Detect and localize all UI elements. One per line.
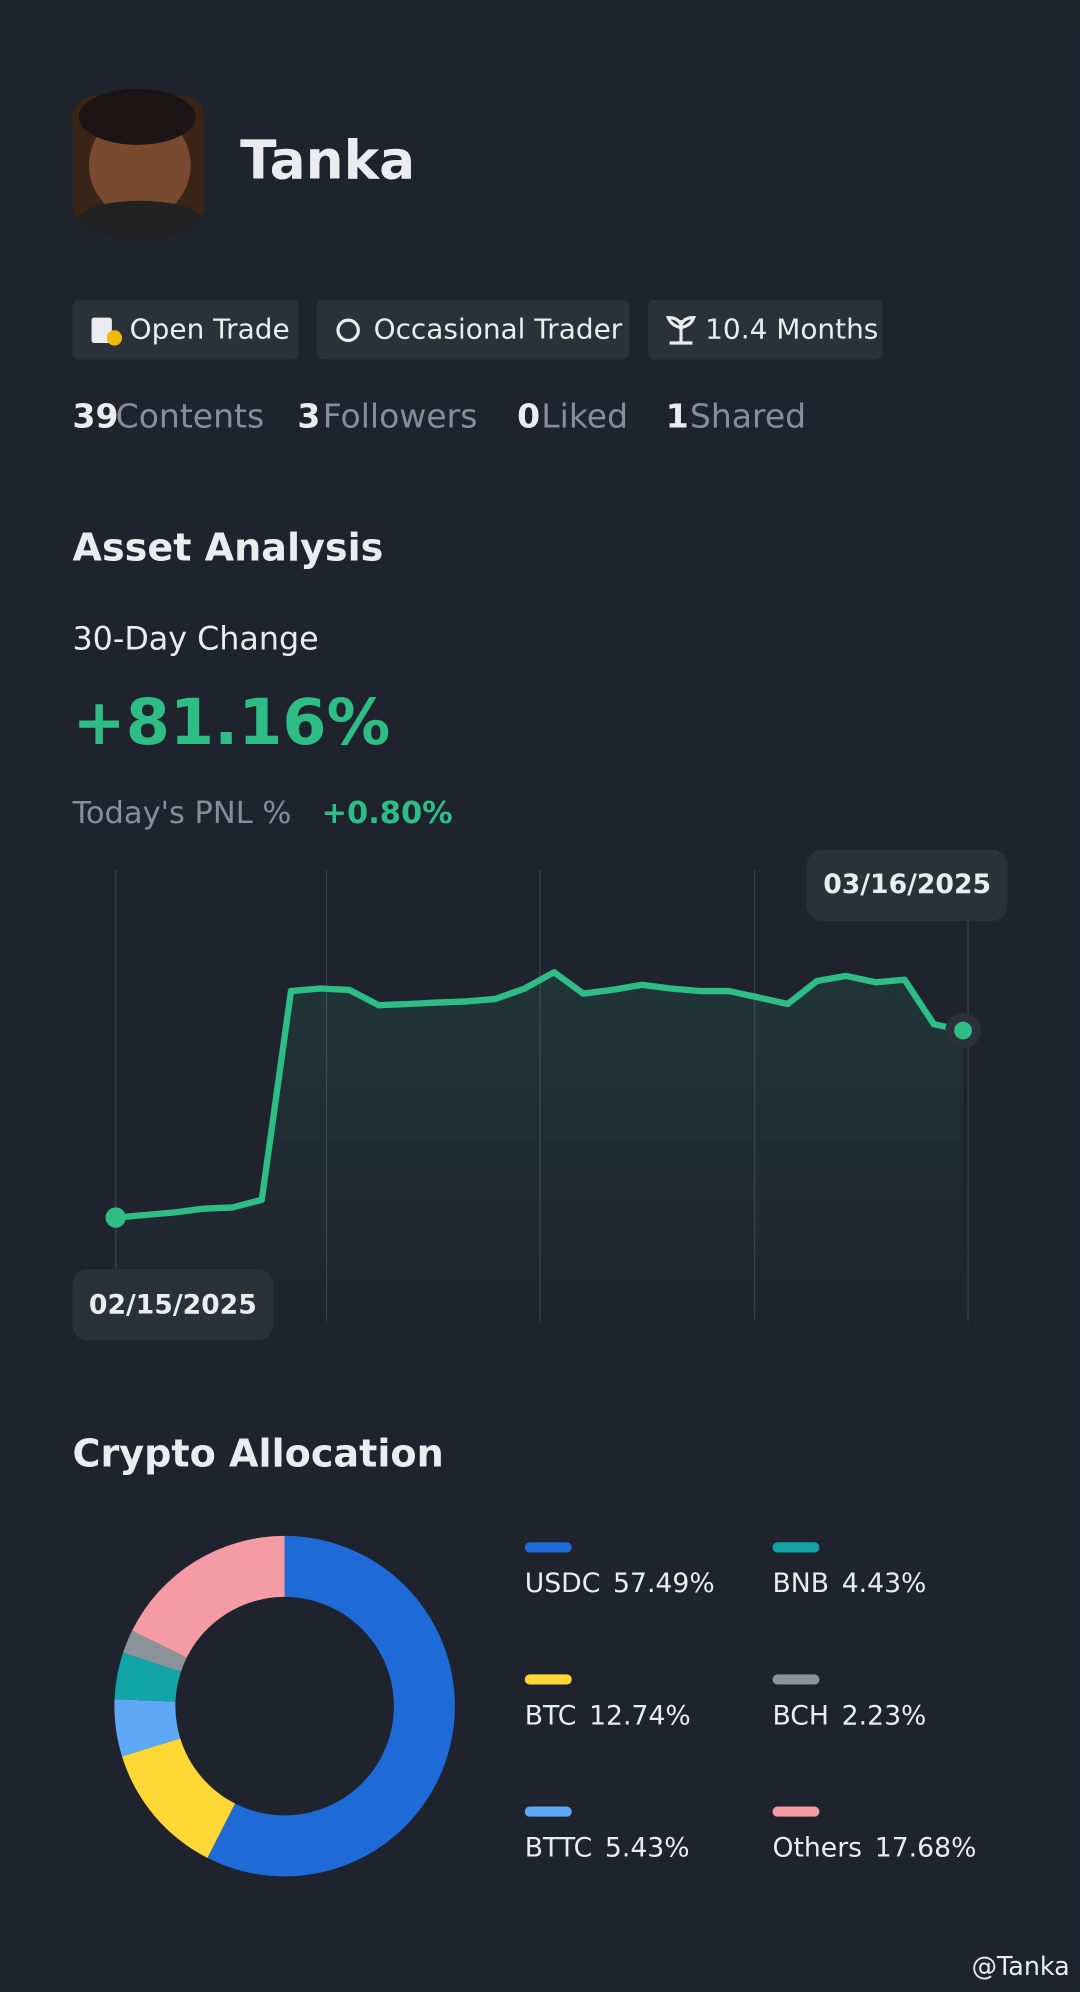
donut-segment (207, 1535, 455, 1877)
legend-entry: BTTC 5.43% (525, 1832, 690, 1863)
line-chart: 02/15/2025 03/16/2025 (72, 849, 1008, 1341)
line (115, 969, 964, 1221)
legend-entry: BTC 12.74% (525, 1700, 691, 1731)
tag-icon (91, 317, 112, 344)
section-title: Crypto Allocation (72, 1431, 443, 1475)
legend-name: Others (772, 1832, 862, 1863)
pnl-label: Today's PNL % (71, 796, 291, 831)
legend-entry: USDC 57.49% (525, 1568, 715, 1599)
tag-icon (666, 316, 696, 345)
user-name: Tanka (240, 129, 415, 192)
stat-label: Shared (690, 396, 806, 435)
legend-value: 2.23% (842, 1700, 927, 1731)
tag-bg (72, 299, 299, 360)
legend-swatch (772, 1674, 820, 1685)
legend-value: 5.43% (605, 1832, 690, 1863)
legend-swatch (772, 1806, 820, 1817)
date-label: 03/16/2025 (823, 869, 991, 900)
date-tooltip (72, 1269, 274, 1341)
donut-segment (114, 1652, 181, 1702)
watermark: @Tanka (972, 1951, 1070, 1981)
legend: USDC 57.49% BTC 12.74% BTTC 5.43% BNB 4.43% BCH 2… (524, 1542, 976, 1863)
stat-count: 1 (666, 396, 689, 435)
tag-label: 10.4 Months (705, 312, 878, 345)
pnl-value: +0.80% (321, 796, 452, 831)
date-label: 02/15/2025 (89, 1289, 257, 1320)
legend-swatch (772, 1542, 820, 1553)
legend-name: USDC (525, 1568, 601, 1599)
legend-swatch (524, 1542, 572, 1553)
legend-name: BNB (772, 1568, 829, 1599)
legend-name: BCH (772, 1700, 828, 1731)
donut-chart (114, 1535, 455, 1877)
change-value: +81.16% (72, 685, 390, 759)
end-dot (954, 1021, 972, 1040)
tag-label: Occasional Trader (374, 312, 623, 345)
stat-label: Followers (323, 396, 478, 435)
legend-swatch (524, 1806, 572, 1817)
legend-name: BTC (525, 1700, 577, 1731)
tag-bg (647, 299, 884, 360)
start-dot (105, 1207, 126, 1228)
tag-label: Open Trade (130, 312, 290, 345)
stat-label: Liked (541, 396, 628, 435)
legend-value: 12.74% (589, 1700, 691, 1731)
section-title: Asset Analysis (72, 526, 383, 570)
donut-segment (123, 1630, 187, 1672)
legend-value: 17.68% (875, 1832, 977, 1863)
tag-icon (106, 330, 123, 346)
donut-segment (132, 1535, 285, 1658)
donut-segment (114, 1699, 181, 1757)
avatar (72, 88, 205, 237)
stat-label: Contents (116, 396, 265, 435)
legend-entry: BCH 2.23% (772, 1700, 926, 1731)
tag-bg (316, 299, 629, 360)
period-label: 30-Day Change (72, 621, 318, 657)
donut-segment (122, 1738, 236, 1858)
legend-value: 4.43% (842, 1568, 927, 1599)
stat-count: 3 (297, 396, 320, 435)
legend-value: 57.49% (613, 1568, 715, 1599)
date-tooltip (806, 849, 1008, 922)
stat-count: 0 (517, 396, 540, 435)
legend-swatch (524, 1674, 572, 1685)
tag-icon (336, 318, 360, 343)
legend-entry: BNB 4.43% (772, 1568, 926, 1599)
stat-count: 39 (72, 396, 118, 435)
legend-entry: Others 17.68% (772, 1832, 976, 1863)
area (115, 972, 964, 1322)
legend-name: BTTC (525, 1832, 592, 1863)
